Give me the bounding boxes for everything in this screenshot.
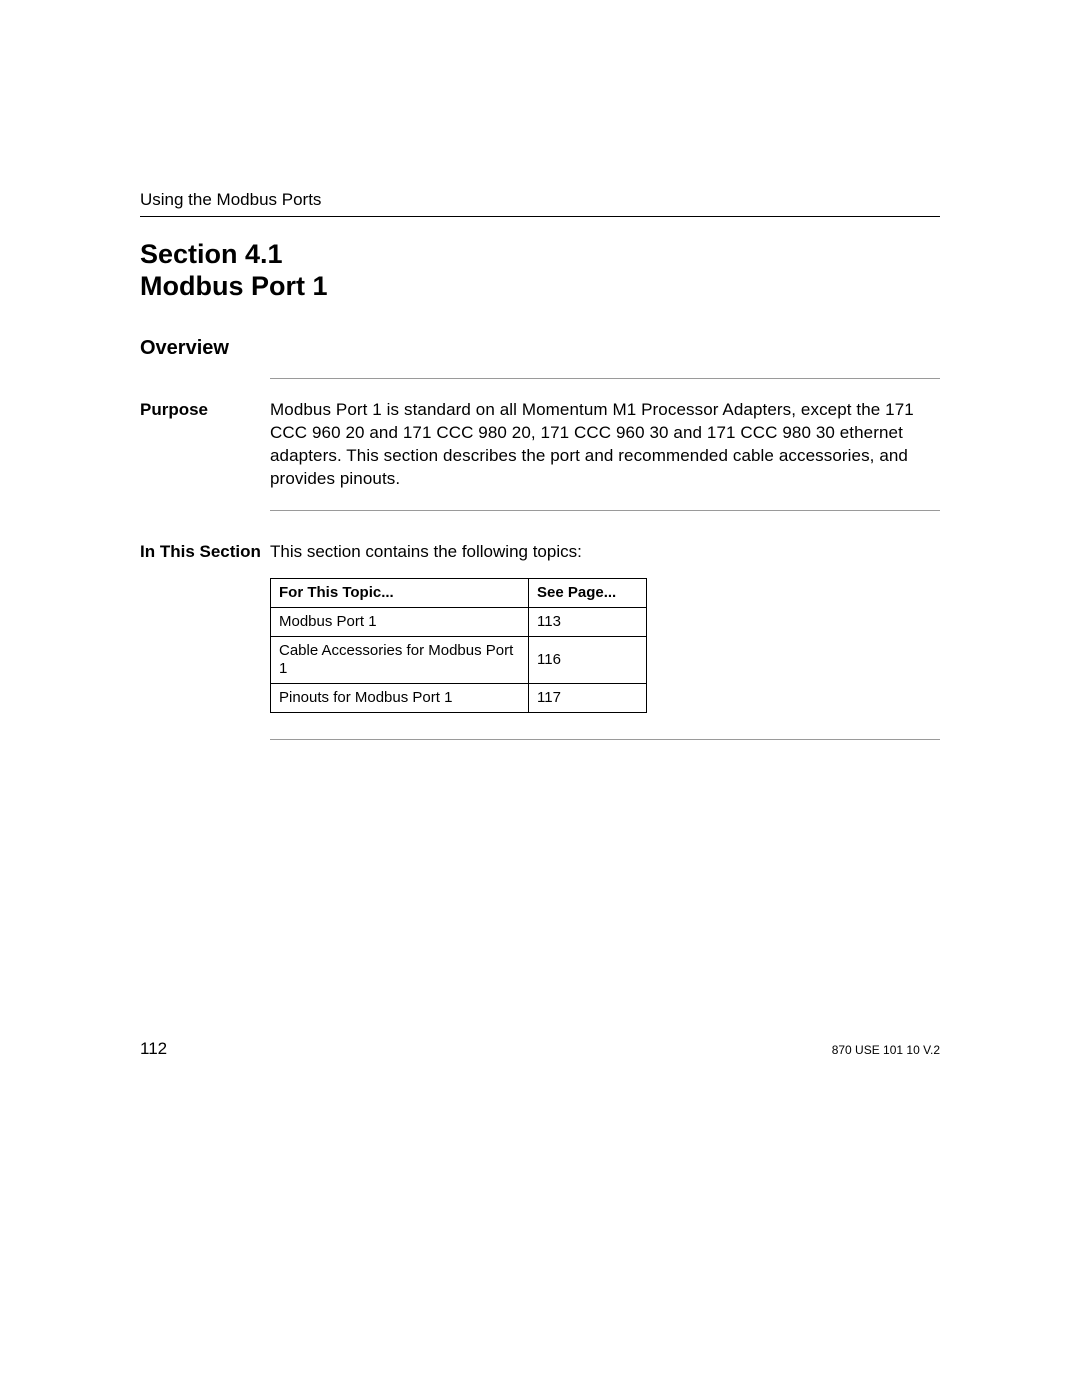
table-header-row: For This Topic... See Page... [271,579,647,608]
document-id: 870 USE 101 10 V.2 [832,1043,940,1057]
purpose-label: Purpose [140,399,270,420]
table-cell-topic: Modbus Port 1 [271,608,529,637]
table-cell-page: 117 [529,684,647,713]
table-row: Cable Accessories for Modbus Port 1 116 [271,637,647,684]
overview-heading: Overview [140,337,940,360]
running-head: Using the Modbus Ports [140,190,940,210]
table-cell-topic: Pinouts for Modbus Port 1 [271,684,529,713]
table-cell-page: 113 [529,608,647,637]
table-row: Pinouts for Modbus Port 1 117 [271,684,647,713]
divider [270,739,940,740]
in-this-section-block: In This Section This section contains th… [140,541,940,713]
page-footer: 112 870 USE 101 10 V.2 [140,1039,940,1059]
purpose-block: Purpose Modbus Port 1 is standard on all… [140,399,940,491]
page-number: 112 [140,1039,167,1059]
section-title: Section 4.1 Modbus Port 1 [140,239,940,303]
section-title-line2: Modbus Port 1 [140,271,328,301]
in-this-section-label: In This Section [140,541,270,562]
purpose-text: Modbus Port 1 is standard on all Momentu… [270,399,940,491]
table-header-topic: For This Topic... [271,579,529,608]
table-cell-page: 116 [529,637,647,684]
top-rule [140,216,940,217]
table-cell-topic: Cable Accessories for Modbus Port 1 [271,637,529,684]
section-title-line1: Section 4.1 [140,239,283,269]
in-this-section-intro: This section contains the following topi… [270,541,940,564]
table-header-page: See Page... [529,579,647,608]
topics-table: For This Topic... See Page... Modbus Por… [270,578,647,713]
table-row: Modbus Port 1 113 [271,608,647,637]
page: Using the Modbus Ports Section 4.1 Modbu… [0,0,1080,1397]
